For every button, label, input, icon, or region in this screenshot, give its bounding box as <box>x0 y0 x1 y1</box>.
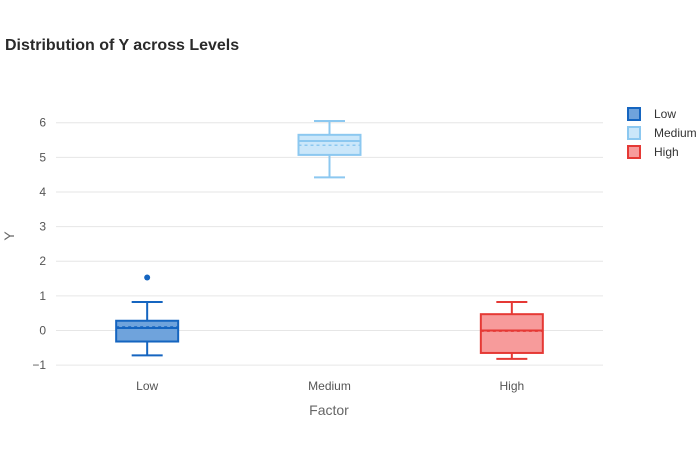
legend-label: High <box>654 145 679 159</box>
legend-swatch <box>627 107 641 121</box>
legend: Low Medium High <box>627 107 697 159</box>
y-tick-label: 3 <box>39 220 46 234</box>
x-tick-label: High <box>499 379 524 393</box>
legend-item-medium: Medium <box>627 126 697 140</box>
box-iqr <box>115 319 180 343</box>
legend-swatch <box>627 145 641 159</box>
legend-label: Low <box>654 107 676 121</box>
y-tick-label: 6 <box>39 116 46 130</box>
box-low <box>115 274 180 357</box>
y-tick-label: −1 <box>32 358 46 372</box>
legend-item-high: High <box>627 145 679 159</box>
box-iqr <box>479 313 544 354</box>
y-tick-labels: −1 0 1 2 3 4 5 6 <box>32 116 46 372</box>
x-tick-label: Medium <box>308 379 351 393</box>
legend-label: Medium <box>654 126 697 140</box>
x-tick-labels: Low Medium High <box>136 379 524 393</box>
legend-swatch <box>627 126 641 140</box>
y-tick-label: 2 <box>39 254 46 268</box>
outlier-point <box>144 274 151 281</box>
y-tick-label: 1 <box>39 289 46 303</box>
box-layer <box>115 119 544 360</box>
x-axis-title: Factor <box>309 402 349 418</box>
legend-item-low: Low <box>627 107 676 121</box>
box-medium <box>297 119 362 179</box>
y-tick-label: 0 <box>39 323 46 337</box>
chart-title: Distribution of Y across Levels <box>5 37 239 54</box>
y-tick-label: 5 <box>39 150 46 164</box>
x-tick-label: Low <box>136 379 158 393</box>
y-tick-label: 4 <box>39 185 46 199</box>
box-high <box>479 301 544 360</box>
y-axis-title: Y <box>1 231 17 241</box>
